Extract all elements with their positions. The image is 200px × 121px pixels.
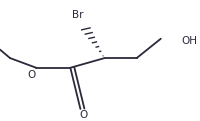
Text: O: O: [27, 70, 35, 80]
Text: O: O: [79, 110, 87, 120]
Text: Br: Br: [71, 10, 83, 20]
Text: OH: OH: [180, 36, 196, 45]
